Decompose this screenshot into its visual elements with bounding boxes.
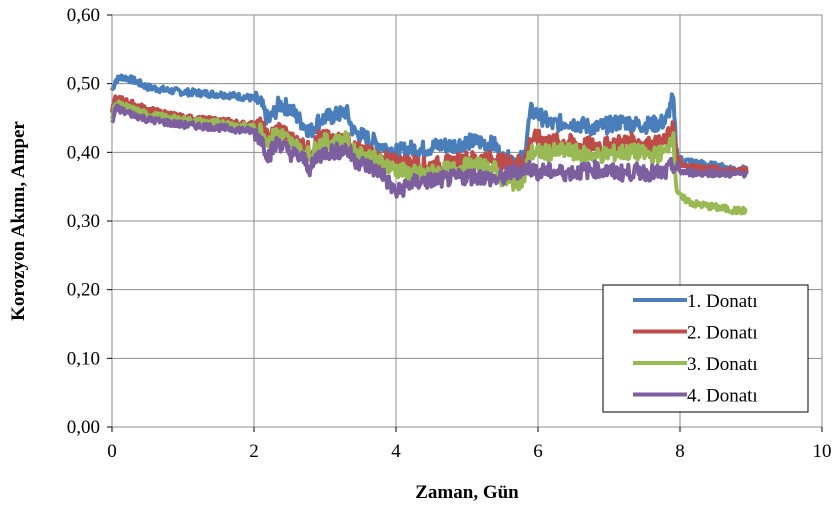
- x-tick-label: 4: [391, 441, 401, 462]
- y-tick-label: 0,00: [67, 417, 100, 438]
- series-line-1: [110, 73, 749, 175]
- y-tick-label: 0,60: [67, 5, 100, 26]
- y-axis-title: Korozyon Akımı, Amper: [8, 121, 29, 321]
- series-lines: [110, 73, 749, 216]
- series-line-4: [110, 103, 749, 199]
- legend-box: [602, 284, 809, 413]
- legend-label-2: 2. Donatı: [687, 323, 758, 344]
- y-tick-label: 0,10: [67, 348, 100, 369]
- legend-label-4: 4. Donatı: [687, 386, 758, 407]
- gridlines: [112, 15, 822, 427]
- x-tick-label: 8: [675, 441, 685, 462]
- legend-label-3: 3. Donatı: [687, 354, 758, 375]
- x-axis-title: Zaman, Gün: [415, 482, 519, 503]
- y-tick-label: 0,40: [67, 142, 100, 163]
- x-tick-label: 2: [249, 441, 259, 462]
- legend: 1. Donatı 2. Donatı 3. Donatı 4. Donatı: [602, 284, 809, 413]
- y-axis-tick-labels: 0,00 0,10 0,20 0,30 0,40 0,50 0,60: [67, 5, 100, 438]
- x-tick-label: 0: [107, 441, 117, 462]
- x-axis-tick-labels: 0 2 4 6 8 10: [107, 441, 831, 462]
- legend-label-1: 1. Donatı: [687, 291, 758, 312]
- x-tick-label: 6: [533, 441, 543, 462]
- y-tick-label: 0,20: [67, 280, 100, 301]
- y-tick-label: 0,50: [67, 74, 100, 95]
- x-tick-label: 10: [813, 441, 832, 462]
- tick-marks: [107, 14, 823, 432]
- y-tick-label: 0,30: [67, 211, 100, 232]
